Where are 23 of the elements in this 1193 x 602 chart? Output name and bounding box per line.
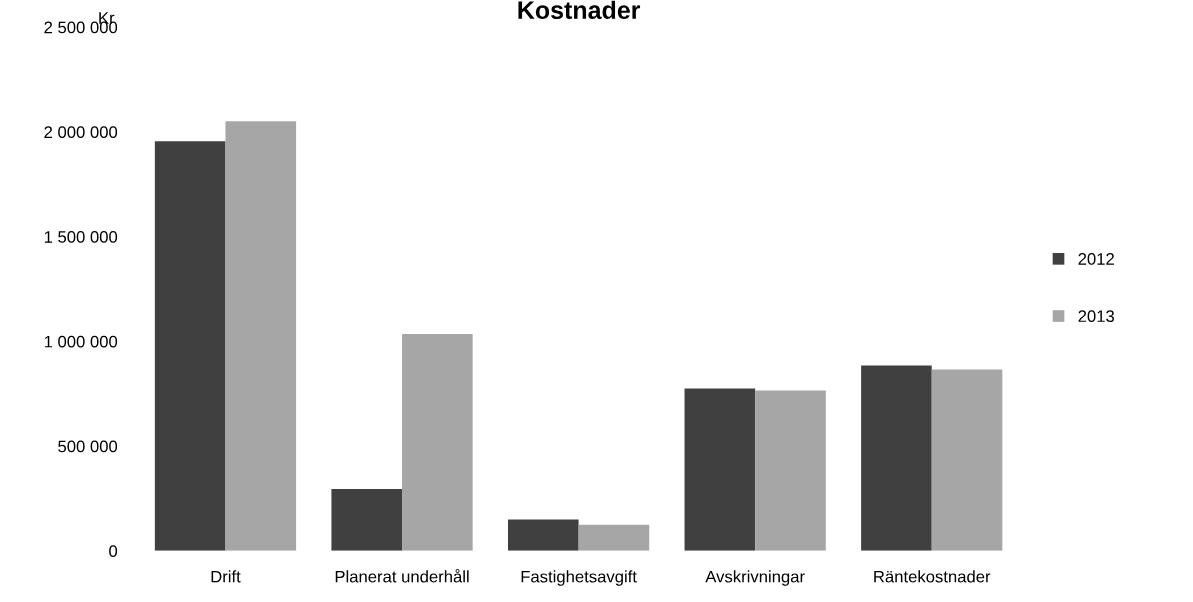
chart-title: Kostnader [518, 0, 641, 19]
y-tick-label: 500 000 [58, 440, 118, 453]
bar [331, 489, 403, 551]
bar [154, 141, 226, 551]
y-tick-label: 1 500 000 [44, 230, 118, 243]
y-tick-label: 1 000 000 [44, 335, 118, 348]
bar [861, 365, 932, 551]
legend-label: 2013 [1078, 310, 1115, 323]
bar [578, 524, 650, 551]
y-tick-label: 2 000 000 [44, 126, 118, 139]
bar [684, 388, 756, 551]
bar [402, 334, 473, 551]
legend-label: 2012 [1078, 253, 1114, 265]
y-tick-label: 0 [109, 545, 118, 558]
bar [755, 390, 826, 551]
bar [931, 369, 1003, 551]
x-tick-label: Drift [211, 570, 241, 583]
x-tick-label: Räntekostnader [874, 570, 991, 583]
bar [507, 519, 579, 551]
x-tick-label: Planerat underhåll [335, 568, 469, 583]
x-tick-label: Avskrivningar [705, 570, 805, 586]
bar [225, 121, 297, 551]
x-tick-label: Fastighetsavgift [521, 570, 637, 586]
